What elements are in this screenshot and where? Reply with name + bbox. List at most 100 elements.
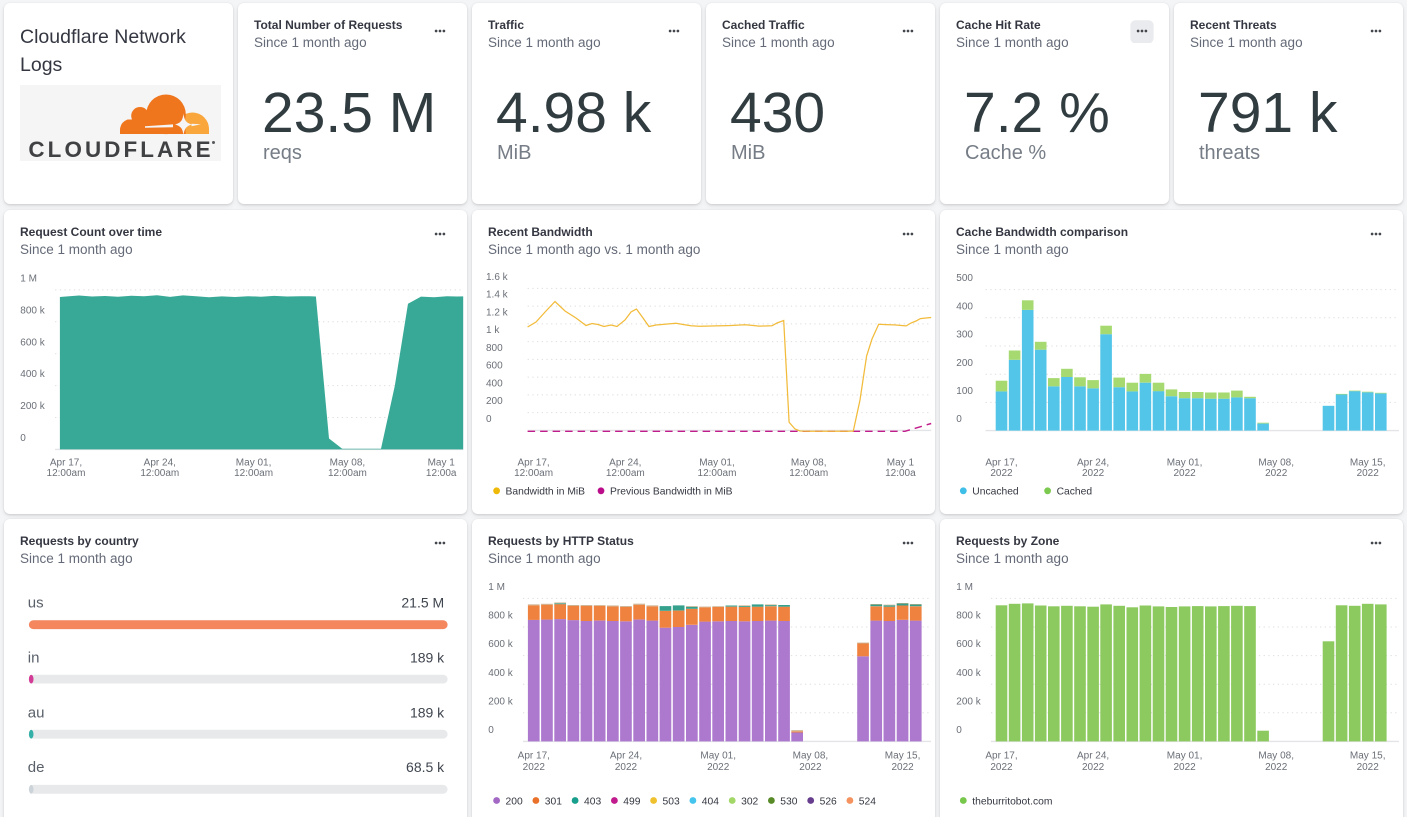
svg-text:2022: 2022 — [707, 762, 730, 773]
svg-text:May 01,: May 01, — [699, 458, 735, 469]
svg-text:200 k: 200 k — [20, 401, 45, 412]
svg-text:2022: 2022 — [1265, 762, 1288, 773]
svg-text:800: 800 — [486, 343, 503, 354]
svg-text:May 08,: May 08, — [791, 458, 827, 469]
svg-text:600 k: 600 k — [956, 639, 981, 650]
svg-text:CLOUDFLARE: CLOUDFLARE — [28, 137, 213, 161]
svg-text:May 15,: May 15, — [885, 750, 921, 761]
svg-text:1 M: 1 M — [20, 274, 37, 285]
svg-text:800 k: 800 k — [488, 611, 513, 622]
svg-text:300: 300 — [956, 330, 973, 341]
svg-text:12:00am: 12:00am — [514, 468, 553, 479]
svg-text:Apr 17,: Apr 17, — [985, 458, 1017, 469]
svg-text:May 1: May 1 — [428, 458, 456, 469]
svg-text:Apr 24,: Apr 24, — [610, 750, 642, 761]
svg-text:400: 400 — [486, 379, 503, 390]
svg-text:12:00am: 12:00am — [47, 468, 86, 479]
svg-text:1 M: 1 M — [956, 582, 973, 593]
svg-text:au: au — [28, 704, 45, 721]
svg-text:400: 400 — [956, 301, 973, 312]
svg-text:May 08,: May 08, — [1258, 458, 1294, 469]
svg-text:Apr 17,: Apr 17, — [517, 458, 549, 469]
svg-text:Apr 24,: Apr 24, — [144, 458, 176, 469]
svg-text:1.2 k: 1.2 k — [486, 308, 509, 319]
svg-text:2022: 2022 — [1173, 468, 1196, 479]
svg-text:1.4 k: 1.4 k — [486, 290, 509, 301]
svg-text:Apr 17,: Apr 17, — [985, 750, 1017, 761]
svg-text:12:00am: 12:00am — [140, 468, 179, 479]
svg-text:May 08,: May 08, — [330, 458, 366, 469]
svg-text:12:00am: 12:00am — [698, 468, 737, 479]
svg-text:May 08,: May 08, — [1258, 750, 1294, 761]
svg-text:530: 530 — [780, 796, 797, 807]
svg-text:302: 302 — [741, 796, 758, 807]
svg-text:Uncached: Uncached — [972, 487, 1019, 498]
svg-text:theburritobot.com: theburritobot.com — [972, 796, 1052, 807]
svg-text:0: 0 — [488, 725, 494, 736]
svg-text:600 k: 600 k — [488, 639, 513, 650]
svg-text:2022: 2022 — [799, 762, 822, 773]
svg-text:12:00am: 12:00am — [606, 468, 645, 479]
svg-text:May 08,: May 08, — [793, 750, 829, 761]
svg-text:1 M: 1 M — [488, 582, 505, 593]
svg-text:May 15,: May 15, — [1350, 458, 1386, 469]
svg-text:in: in — [28, 649, 40, 666]
svg-text:200: 200 — [486, 396, 503, 407]
svg-text:Apr 24,: Apr 24, — [609, 458, 641, 469]
svg-text:2022: 2022 — [891, 762, 914, 773]
svg-text:0: 0 — [20, 433, 26, 444]
svg-text:1 k: 1 k — [486, 325, 500, 336]
svg-text:600: 600 — [486, 361, 503, 372]
svg-text:400 k: 400 k — [20, 369, 45, 380]
svg-text:400 k: 400 k — [956, 668, 981, 679]
svg-text:2022: 2022 — [1082, 762, 1105, 773]
svg-text:1.6 k: 1.6 k — [486, 272, 509, 283]
svg-text:800 k: 800 k — [956, 611, 981, 622]
svg-text:12:00a: 12:00a — [885, 468, 916, 479]
svg-text:2022: 2022 — [990, 762, 1013, 773]
svg-text:Cached: Cached — [1057, 487, 1093, 498]
svg-text:200 k: 200 k — [488, 696, 513, 707]
svg-text:May 01,: May 01, — [1167, 750, 1203, 761]
svg-text:May 01,: May 01, — [700, 750, 736, 761]
svg-text:Apr 17,: Apr 17, — [518, 750, 550, 761]
svg-text:2022: 2022 — [1357, 468, 1380, 479]
svg-text:us: us — [28, 595, 44, 612]
svg-text:200: 200 — [506, 796, 523, 807]
svg-text:12:00am: 12:00am — [234, 468, 273, 479]
svg-text:de: de — [28, 759, 45, 776]
svg-text:Previous Bandwidth in MiB: Previous Bandwidth in MiB — [610, 487, 733, 498]
svg-text:Apr 24,: Apr 24, — [1077, 750, 1109, 761]
svg-text:2022: 2022 — [990, 468, 1013, 479]
svg-text:2022: 2022 — [1082, 468, 1105, 479]
svg-text:21.5 M: 21.5 M — [401, 595, 444, 611]
svg-text:2022: 2022 — [615, 762, 638, 773]
svg-text:May 01,: May 01, — [236, 458, 272, 469]
svg-text:12:00am: 12:00am — [328, 468, 367, 479]
svg-text:400 k: 400 k — [488, 668, 513, 679]
svg-text:0: 0 — [956, 414, 962, 425]
svg-text:301: 301 — [545, 796, 562, 807]
svg-text:503: 503 — [663, 796, 680, 807]
svg-text:524: 524 — [859, 796, 876, 807]
svg-text:189 k: 189 k — [410, 649, 445, 665]
svg-text:Bandwidth in MiB: Bandwidth in MiB — [506, 487, 586, 498]
svg-text:Apr 24,: Apr 24, — [1077, 458, 1109, 469]
svg-text:100: 100 — [956, 386, 973, 397]
svg-text:499: 499 — [623, 796, 640, 807]
svg-text:600 k: 600 k — [20, 337, 45, 348]
svg-text:May 15,: May 15, — [1350, 750, 1386, 761]
svg-text:12:00a: 12:00a — [426, 468, 457, 479]
svg-text:2022: 2022 — [523, 762, 546, 773]
svg-text:2022: 2022 — [1357, 762, 1380, 773]
svg-text:0: 0 — [486, 414, 492, 425]
svg-text:404: 404 — [702, 796, 719, 807]
svg-text:68.5 k: 68.5 k — [406, 759, 445, 775]
svg-text:200 k: 200 k — [956, 696, 981, 707]
svg-text:526: 526 — [820, 796, 837, 807]
svg-text:800 k: 800 k — [20, 305, 45, 316]
svg-text:May 01,: May 01, — [1167, 458, 1203, 469]
svg-text:12:00am: 12:00am — [789, 468, 828, 479]
svg-text:403: 403 — [584, 796, 601, 807]
svg-text:2022: 2022 — [1173, 762, 1196, 773]
